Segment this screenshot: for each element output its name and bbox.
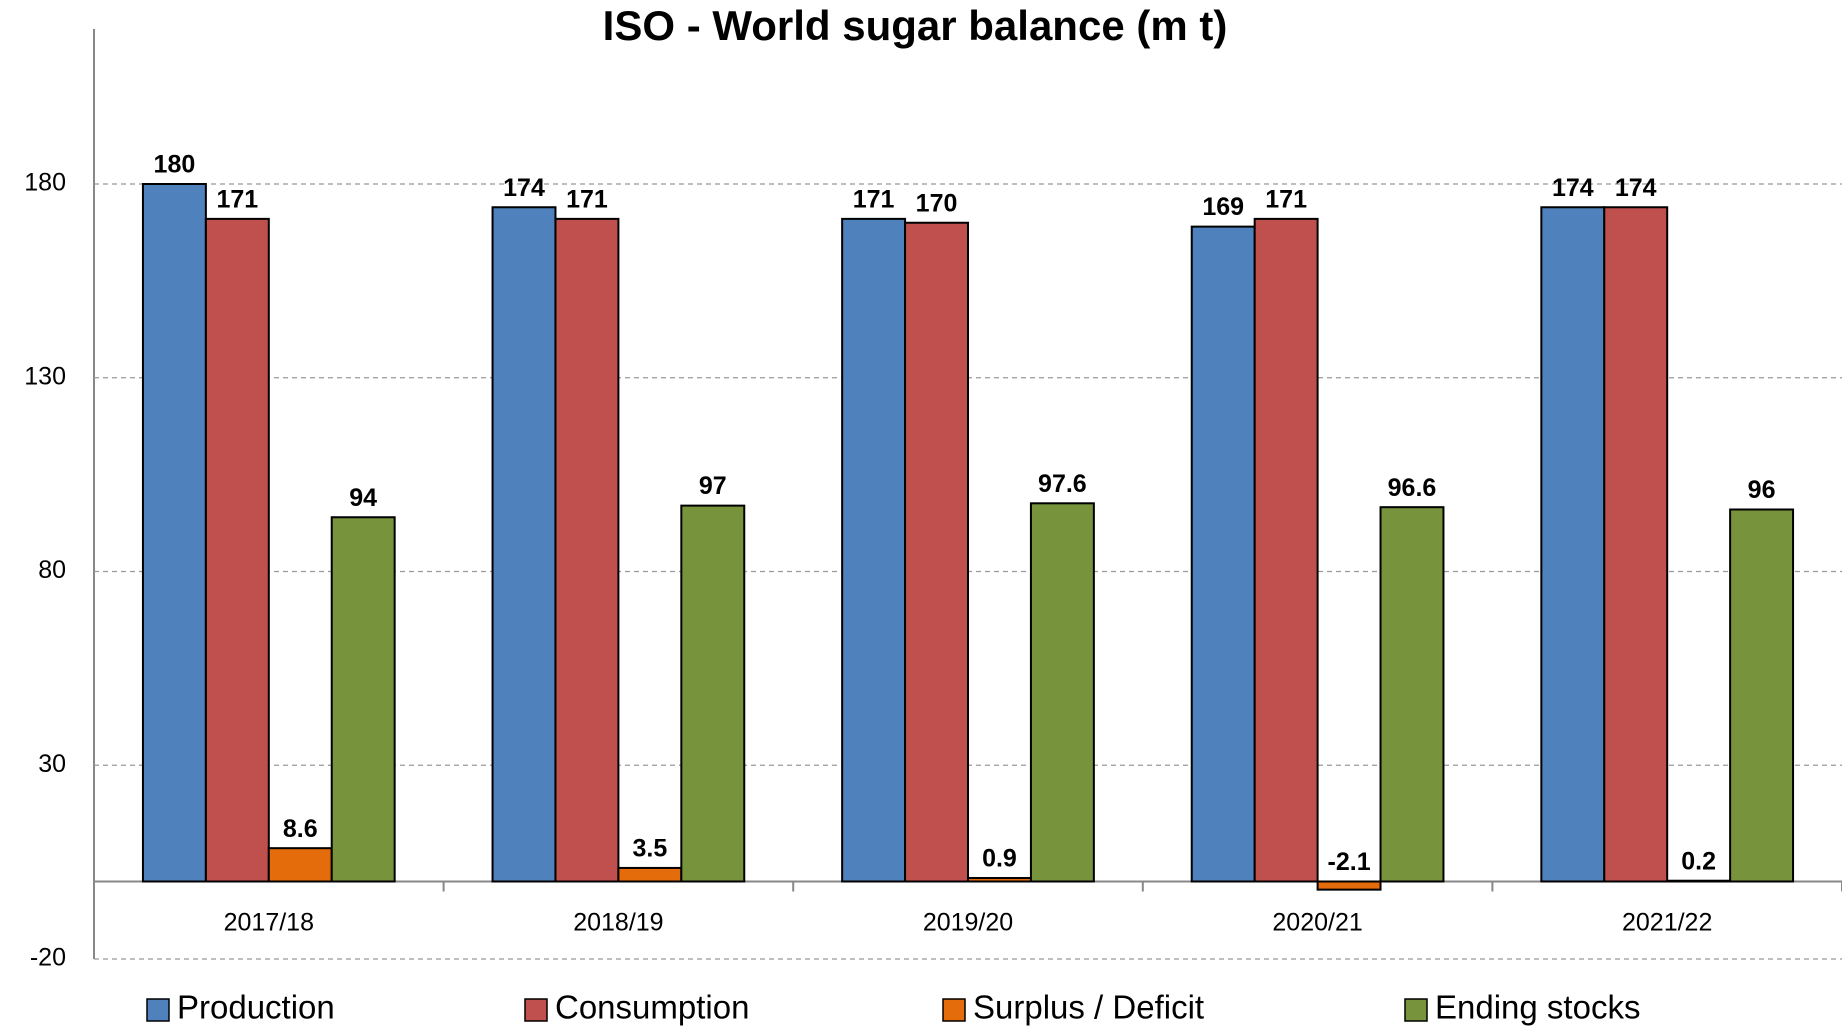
bar [1540, 206, 1606, 883]
y-tick-label: 180 [24, 169, 66, 197]
legend-label: Surplus / Deficit [973, 989, 1204, 1026]
data-label: 170 [916, 189, 958, 217]
bar [267, 847, 333, 883]
data-label: 174 [1615, 174, 1657, 202]
bar [330, 516, 396, 883]
y-tick-label: 30 [38, 750, 66, 778]
chart-title: ISO - World sugar balance (m t) [603, 2, 1228, 49]
data-label: 0.9 [982, 845, 1017, 873]
y-tick-label: 80 [38, 556, 66, 584]
data-label: 97 [699, 472, 727, 500]
data-label: 171 [1265, 185, 1307, 213]
legend-label: Consumption [555, 989, 749, 1026]
data-label: 0.2 [1681, 847, 1716, 875]
x-tick-label: 2017/18 [224, 909, 314, 937]
legend-label: Ending stocks [1435, 989, 1640, 1026]
data-label: 3.5 [632, 835, 667, 863]
data-label: 8.6 [283, 815, 318, 843]
data-label: 174 [503, 174, 545, 202]
data-label: 94 [349, 484, 377, 512]
legend-label: Production [177, 989, 335, 1026]
x-tick-label: 2021/22 [1622, 909, 1712, 937]
x-tick-label: 2018/19 [573, 909, 663, 937]
bar [204, 217, 270, 883]
y-tick-label: -20 [30, 944, 66, 972]
bar [967, 877, 1032, 883]
legend-swatch [942, 998, 966, 1022]
bar [617, 866, 683, 883]
bar [1603, 206, 1669, 883]
bar [141, 183, 207, 883]
data-label: 171 [566, 185, 608, 213]
data-label: 96 [1748, 476, 1776, 504]
legend-swatch [524, 998, 548, 1022]
bar [904, 221, 970, 883]
bar [680, 504, 746, 883]
data-label: 97.6 [1038, 470, 1087, 498]
legend-swatch [146, 998, 170, 1022]
bar [841, 217, 907, 883]
y-tick-label: 130 [24, 362, 66, 390]
bar [1729, 508, 1795, 883]
bar [1666, 879, 1732, 883]
data-label: 171 [853, 185, 895, 213]
x-tick-label: 2020/21 [1272, 909, 1362, 937]
bar [1190, 225, 1256, 883]
bar [1253, 217, 1319, 883]
bar [1379, 506, 1445, 883]
data-label: 171 [216, 185, 258, 213]
x-tick-label: 2019/20 [923, 909, 1013, 937]
data-label: 174 [1552, 174, 1594, 202]
data-label: 96.6 [1388, 474, 1437, 502]
bar [491, 206, 557, 883]
data-label: -2.1 [1328, 848, 1371, 876]
data-label: 180 [154, 151, 196, 179]
bar [1029, 502, 1095, 883]
data-label: 169 [1202, 193, 1244, 221]
bar [1316, 880, 1382, 891]
legend-swatch [1404, 998, 1428, 1022]
bar [554, 217, 620, 883]
